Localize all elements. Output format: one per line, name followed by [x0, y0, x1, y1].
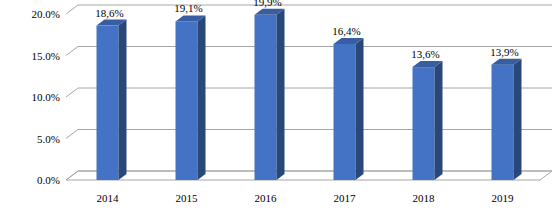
bar: [97, 20, 127, 180]
grid-line: [66, 5, 552, 14]
bar: [334, 38, 364, 180]
bar-top: [413, 61, 443, 67]
bar-front: [413, 67, 435, 180]
data-label: 19,9%: [253, 0, 281, 8]
grid-line: [66, 47, 552, 56]
bar-front: [97, 26, 119, 180]
grid-line: [66, 171, 552, 180]
data-label: 16,4%: [332, 25, 360, 37]
bar-top: [255, 9, 285, 15]
y-tick-label: 20.0%: [32, 8, 60, 20]
data-label: 19,1%: [174, 2, 202, 14]
bar-side: [514, 59, 522, 180]
grid-line: [66, 88, 552, 97]
bar-side: [356, 38, 364, 180]
bar-side: [198, 15, 206, 180]
bar: [413, 61, 443, 180]
bar-front: [176, 21, 198, 180]
y-tick-label: 10.0%: [32, 91, 60, 103]
y-tick-label: 5.0%: [37, 133, 60, 145]
y-tick-label: 15.0%: [32, 50, 60, 62]
y-tick-label: 0.0%: [37, 174, 60, 186]
bar: [176, 15, 206, 180]
bar: [492, 59, 522, 180]
bar-side: [435, 61, 443, 180]
bar-top: [97, 20, 127, 26]
data-label: 13,9%: [490, 46, 518, 58]
bar-top: [334, 38, 364, 44]
x-tick-label: 2014: [97, 192, 120, 204]
x-tick-label: 2015: [176, 192, 199, 204]
data-label: 18,6%: [95, 7, 123, 19]
bar-front: [255, 15, 277, 180]
floor: [66, 171, 552, 180]
x-tick-label: 2016: [255, 192, 278, 204]
bar: [255, 9, 285, 180]
bars: [97, 9, 522, 180]
data-label: 13,6%: [411, 48, 439, 60]
bar-side: [119, 20, 127, 180]
x-tick-label: 2018: [413, 192, 436, 204]
x-tick-label: 2019: [492, 192, 515, 204]
grid-line: [66, 130, 552, 139]
bar-front: [492, 65, 514, 180]
x-tick-label: 2017: [334, 192, 357, 204]
bar-top: [176, 15, 206, 21]
bar-front: [334, 44, 356, 180]
bar-top: [492, 59, 522, 65]
bar-side: [277, 9, 285, 180]
chart: 0.0% 5.0% 10.0% 15.0% 20.0% 18,6% 19,1% 19,9% 16…: [0, 0, 556, 211]
